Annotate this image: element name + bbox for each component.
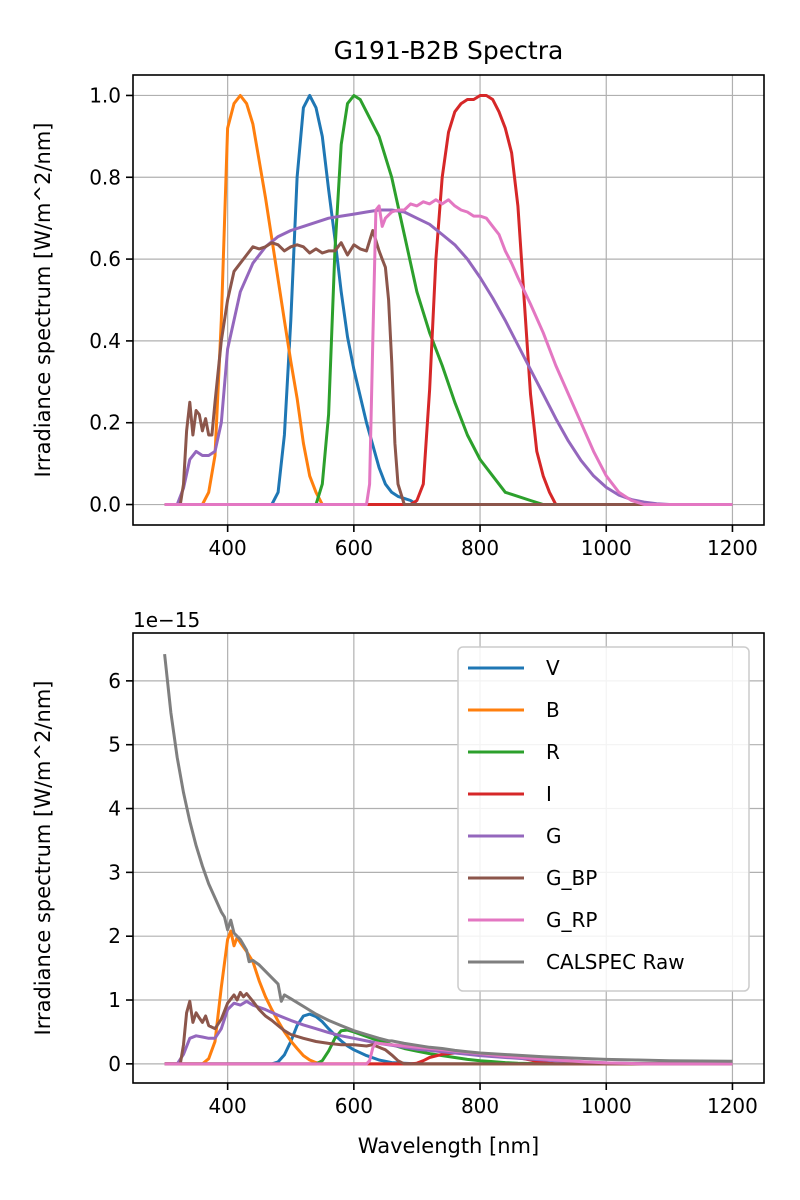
top-plot: 400 600 800 1000 1200 0.0 0.2 0.4 0.6 0.8 1.0 G191-… bbox=[31, 36, 765, 560]
y-tick-label: 0.2 bbox=[89, 411, 121, 435]
y-axis-label: Irradiance spectrum [W/m^2/nm] bbox=[31, 681, 55, 1036]
y-tick-label: 0.4 bbox=[89, 329, 121, 353]
legend-label: B bbox=[546, 698, 560, 722]
legend-label: G bbox=[546, 824, 562, 848]
series-line-g-bp bbox=[164, 229, 733, 506]
legend-label: G_RP bbox=[546, 908, 597, 932]
x-tick-label: 600 bbox=[335, 1094, 373, 1118]
legend-label: G_BP bbox=[546, 866, 597, 890]
x-tick-label: 800 bbox=[461, 536, 499, 560]
bottom-plot: 400 600 800 1000 1200 0 1 2 3 4 5 6 1e−15 Wavelength … bbox=[31, 608, 765, 1158]
chart-title: G191-B2B Spectra bbox=[334, 36, 564, 65]
series-line-v bbox=[164, 1012, 733, 1066]
y-axis-label: Irradiance spectrum [W/m^2/nm] bbox=[31, 123, 55, 478]
x-axis-label: Wavelength [nm] bbox=[358, 1134, 539, 1158]
y-tick-label: 1 bbox=[108, 988, 121, 1012]
legend-label: CALSPEC Raw bbox=[546, 950, 685, 974]
x-tick-label: 1000 bbox=[581, 536, 632, 560]
axes-frame bbox=[132, 632, 765, 1084]
legend-label: I bbox=[546, 782, 552, 806]
y-tick-label: 3 bbox=[108, 860, 121, 884]
legend-box bbox=[457, 646, 750, 992]
x-tick-label: 400 bbox=[209, 1094, 247, 1118]
y-tick-label: 0.0 bbox=[89, 493, 121, 517]
series-line-g-rp bbox=[164, 198, 733, 506]
x-tick-label: 600 bbox=[335, 536, 373, 560]
series-line-g-bp bbox=[164, 990, 733, 1066]
legend-label: V bbox=[546, 656, 560, 680]
series-line-calspec-raw bbox=[163, 653, 733, 1063]
series-line-r bbox=[164, 94, 733, 506]
y-tick-label: 1.0 bbox=[89, 83, 121, 107]
x-tick-label: 1000 bbox=[581, 1094, 632, 1118]
y-tick-label: 6 bbox=[108, 669, 121, 693]
series-line-b bbox=[164, 929, 733, 1066]
series-line-v bbox=[164, 94, 733, 506]
y-tick-label: 2 bbox=[108, 924, 121, 948]
y-tick-label: 4 bbox=[108, 797, 121, 821]
y-tick-label: 5 bbox=[108, 733, 121, 757]
series-line-g bbox=[164, 208, 733, 506]
x-tick-label: 400 bbox=[209, 536, 247, 560]
x-tick-label: 1200 bbox=[707, 1094, 758, 1118]
legend-label: R bbox=[546, 740, 560, 764]
y-tick-label: 0.8 bbox=[89, 165, 121, 189]
series-line-i bbox=[164, 94, 733, 506]
x-tick-label: 800 bbox=[461, 1094, 499, 1118]
y-offset-label: 1e−15 bbox=[133, 608, 200, 632]
series-line-b bbox=[164, 94, 733, 506]
y-tick-label: 0.6 bbox=[89, 247, 121, 271]
x-tick-label: 1200 bbox=[707, 536, 758, 560]
y-tick-label: 0 bbox=[108, 1052, 121, 1076]
axes-frame bbox=[132, 74, 765, 526]
